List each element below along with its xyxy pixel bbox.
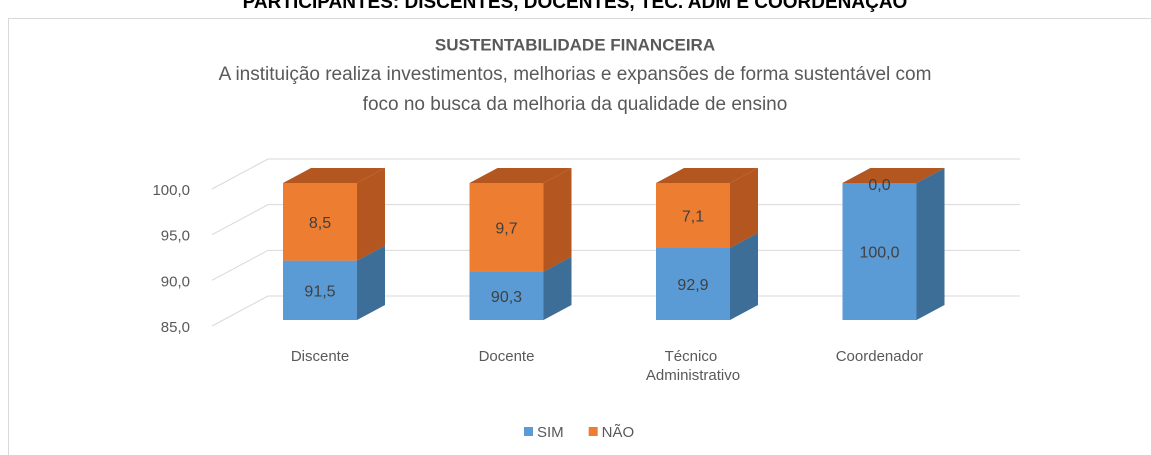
data-label: 91,5: [304, 284, 335, 301]
bar-top: [283, 168, 385, 183]
grid-line: [211, 204, 1020, 236]
data-label: 9,7: [495, 221, 517, 238]
bar-front: [656, 247, 730, 320]
chart-title: SUSTENTABILIDADE FINANCEIRA: [435, 35, 715, 54]
chart-subtitle: foco no busca da melhoria da qualidade d…: [363, 94, 788, 115]
bar-side: [357, 168, 385, 261]
chart-frame: [8, 18, 1151, 455]
data-label: 92,9: [677, 277, 708, 294]
legend-swatch: [524, 427, 533, 436]
bar-segment: [842, 168, 945, 183]
grid-line: [211, 249, 1020, 281]
y-tick-label: 95,0: [161, 228, 190, 245]
bar-segment: [656, 168, 758, 248]
bar-front: [842, 183, 917, 320]
y-tick-label: 100,0: [152, 182, 190, 199]
bar-side: [730, 232, 758, 320]
bar-segment: [283, 168, 385, 261]
x-tick-label: Discente: [291, 348, 349, 365]
legend-swatch: [588, 427, 598, 436]
legend-label: NÃO: [602, 424, 635, 441]
bar-side: [916, 168, 945, 320]
bar-front: [469, 183, 544, 272]
chart-subtitle: A instituição realiza investimentos, mel…: [219, 64, 932, 85]
grid-line: [211, 295, 1020, 327]
legend-label: SIM: [537, 424, 564, 441]
bar-top: [842, 168, 945, 183]
data-label: 8,5: [309, 215, 331, 232]
y-tick-label: 90,0: [161, 273, 190, 290]
bar-front: [283, 260, 357, 320]
x-tick-label: Coordenador: [836, 348, 924, 365]
y-tick-label: 85,0: [161, 319, 190, 336]
bar-front: [656, 183, 730, 248]
data-label: 90,3: [491, 289, 522, 306]
data-label: 7,1: [682, 209, 704, 226]
bar-side: [543, 168, 572, 272]
x-tick-label-line: Técnico: [665, 348, 722, 365]
bar-segment: [469, 168, 572, 272]
data-label: 0,0: [868, 177, 890, 194]
page-heading: PARTICIPANTES: DISCENTES, DOCENTES, TEC.…: [243, 0, 908, 13]
bar-top: [656, 168, 758, 183]
bar-side: [730, 168, 758, 248]
bar-side: [543, 256, 572, 320]
x-tick-label-line: Administrativo: [646, 367, 740, 384]
x-tick-label: Técnico Administrativo: [646, 348, 740, 384]
grid-line: [211, 158, 1020, 190]
bar-front: [283, 183, 357, 261]
data-label: 100,0: [859, 245, 899, 262]
bar-front: [469, 271, 544, 320]
x-tick-label: Docente: [479, 348, 535, 365]
bar-side: [357, 245, 385, 320]
bar-top: [469, 168, 572, 183]
